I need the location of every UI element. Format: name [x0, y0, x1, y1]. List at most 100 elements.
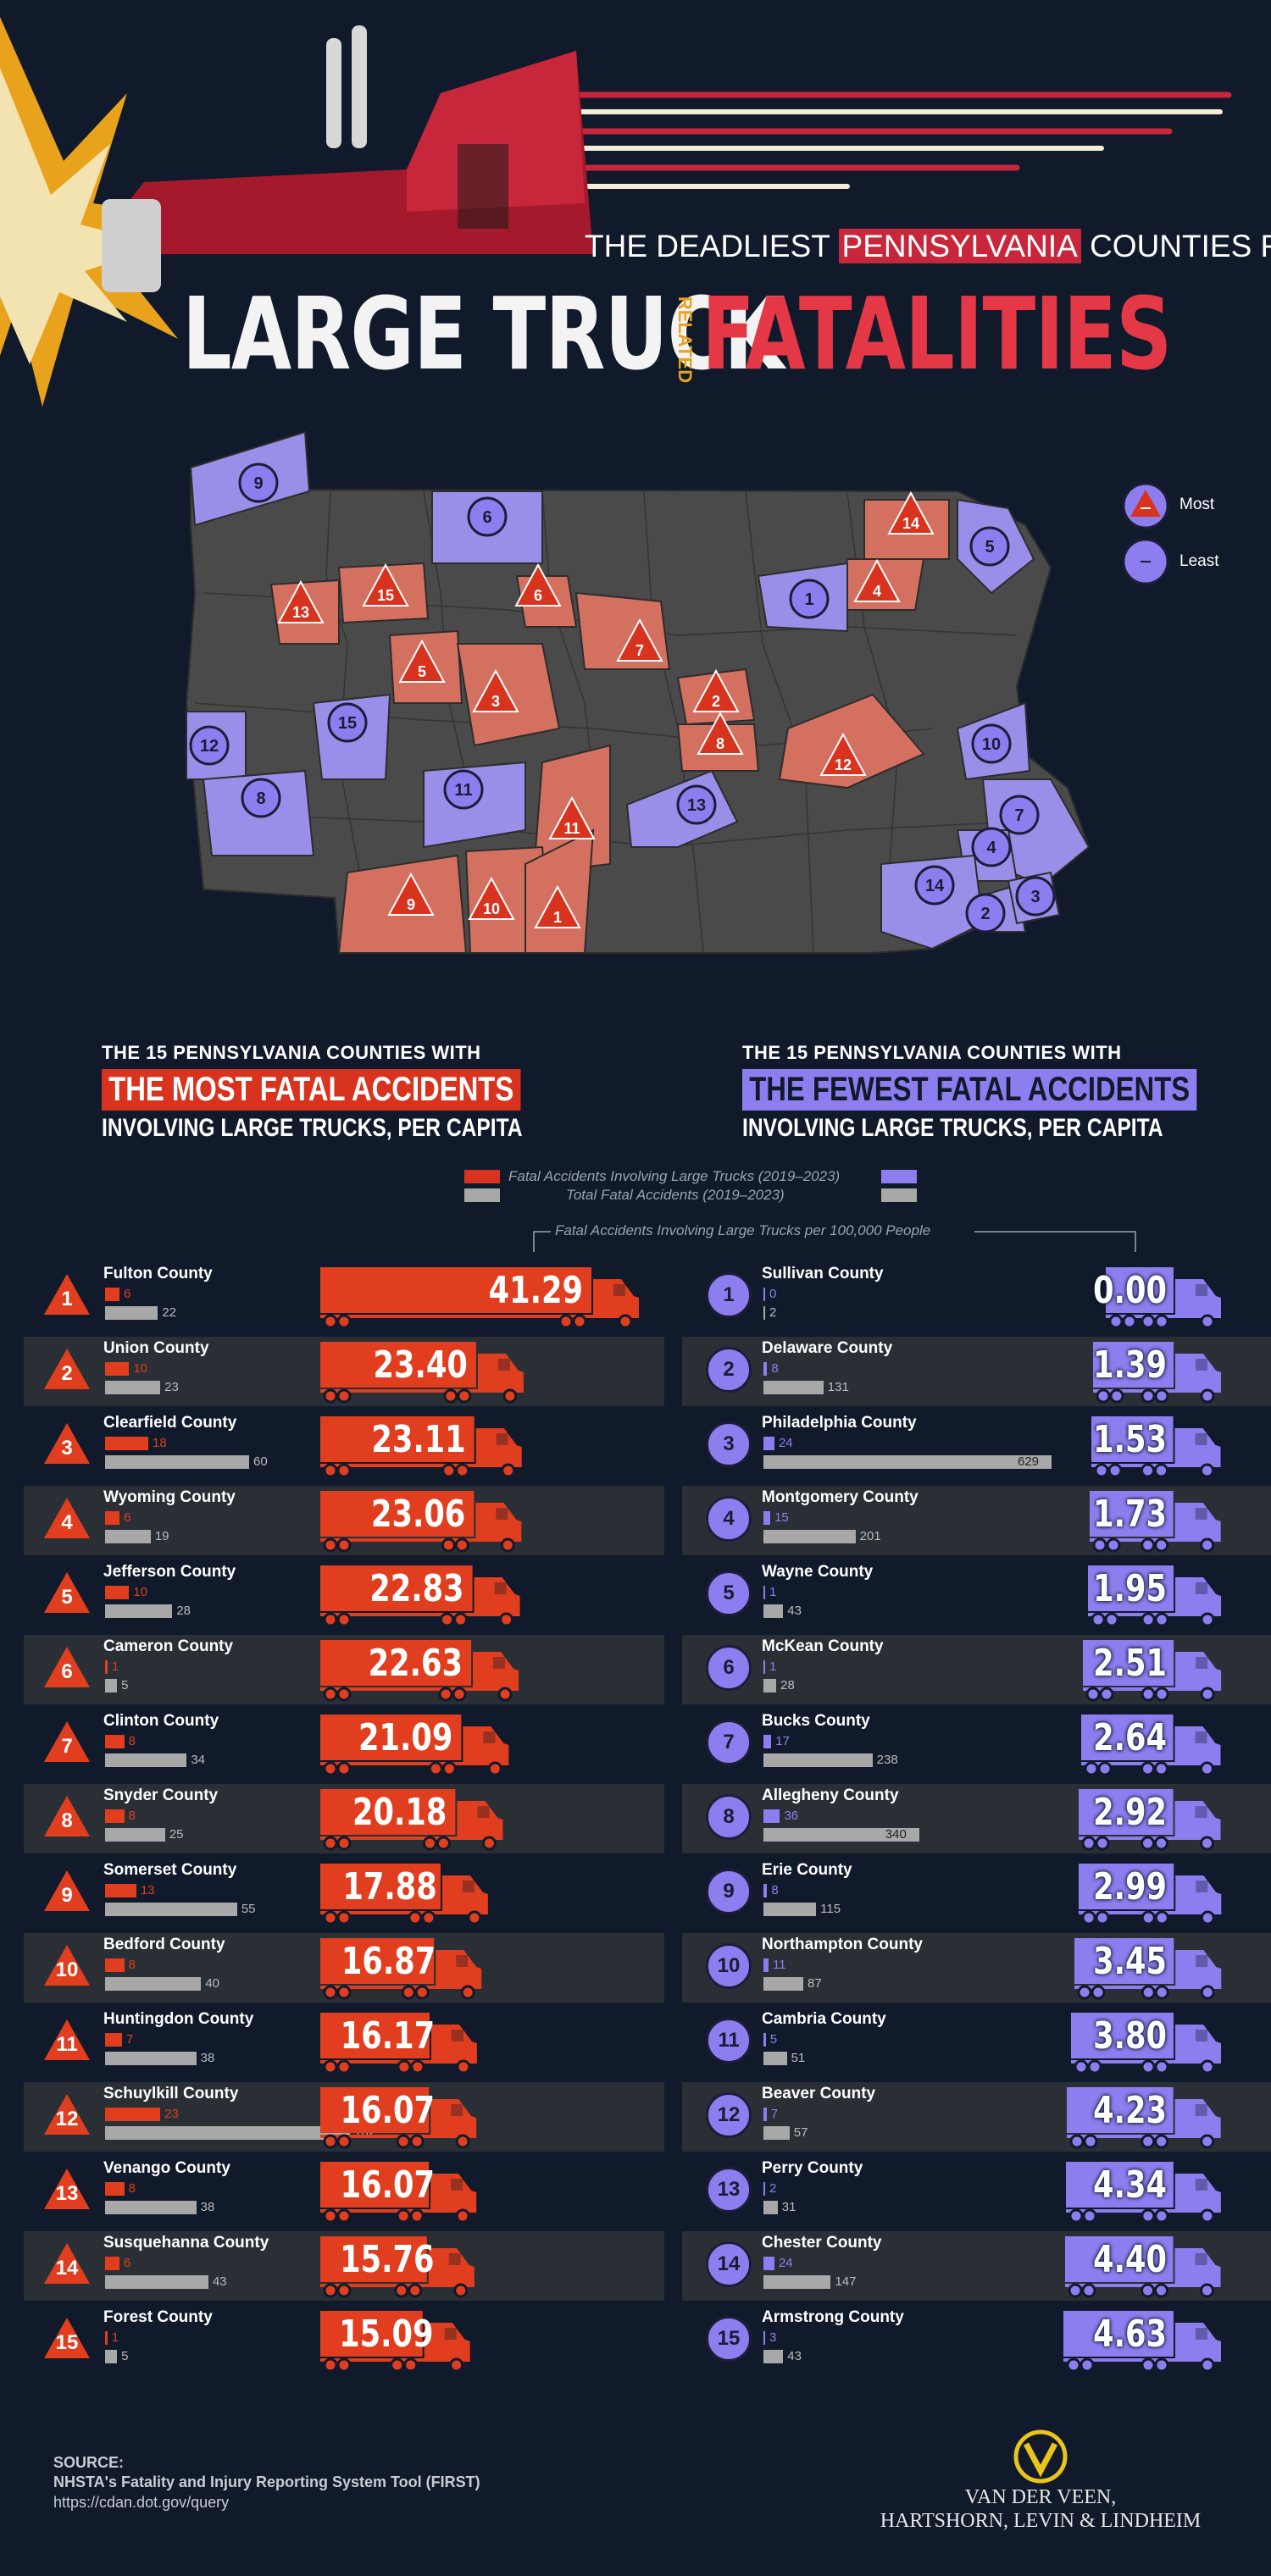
rate-truck — [1092, 1342, 1221, 1404]
rank-number: 14 — [55, 2257, 79, 2280]
fatal-bar — [105, 1511, 119, 1525]
right-section-header: THE 15 PENNSYLVANIA COUNTIES WITH THE FE… — [742, 1042, 1271, 1143]
right-header-line2: THE FEWEST FATAL ACCIDENTS — [742, 1069, 1197, 1111]
fatal-count: 8 — [128, 1958, 136, 1972]
rate-value: 3.80 — [1093, 2014, 1167, 2058]
rate-value: 20.18 — [352, 1791, 447, 1834]
header-line1-pre: THE DEADLIEST — [585, 229, 830, 263]
left-section-header: THE 15 PENNSYLVANIA COUNTIES WITH THE MO… — [102, 1042, 615, 1143]
total-bar — [105, 1679, 118, 1692]
county-name: Cambria County — [762, 2010, 886, 2028]
rank-badge: 9 — [42, 1869, 92, 1913]
rank-badge: 4 — [706, 1496, 752, 1542]
total-count: 43 — [787, 2349, 802, 2363]
fatal-count: 24 — [778, 1436, 793, 1450]
total-bar — [763, 2275, 831, 2289]
fatal-count: 1 — [111, 1659, 119, 1674]
rank-badge: 2 — [42, 1347, 92, 1391]
least-markers: 9 6 5 1 12 15 8 11 13 10 7 4 14 2 3 — [189, 463, 1056, 933]
header-art — [0, 17, 1232, 407]
svg-text:7: 7 — [636, 642, 644, 659]
svg-text:9: 9 — [407, 896, 415, 913]
fatal-count: 23 — [164, 2107, 179, 2121]
svg-text:11: 11 — [563, 820, 580, 837]
rank-badge: 10 — [42, 1943, 92, 1987]
rank-number: 8 — [61, 1809, 73, 1832]
map-legend-most: Most — [1179, 496, 1215, 513]
truck-cab-icon — [102, 25, 593, 292]
fatal-count: 1 — [111, 2330, 119, 2345]
rank-badge: 9 — [706, 1869, 752, 1914]
rate-truck — [1065, 2236, 1221, 2298]
rank-badge: 1 — [42, 1272, 92, 1316]
rate-value: 2.51 — [1093, 1642, 1167, 1685]
total-count: 40 — [205, 1976, 220, 1991]
rate-truck — [320, 1864, 488, 1925]
logo-line1: VAN DER VEEN, — [964, 2486, 1117, 2508]
total-bar — [763, 1604, 784, 1618]
rank-badge: 6 — [706, 1645, 752, 1691]
rate-truck — [1066, 2162, 1221, 2224]
svg-text:4: 4 — [873, 583, 881, 600]
rank-badge: 13 — [42, 2167, 92, 2211]
rate-value: 1.53 — [1093, 1418, 1167, 1461]
rate-truck — [1067, 2087, 1221, 2149]
source-url[interactable]: https://cdan.dot.gov/query — [53, 2494, 230, 2511]
rate-value: 4.63 — [1093, 2313, 1167, 2356]
fatal-bar — [763, 2257, 774, 2270]
legend-total-label: Total Fatal Accidents (2019–2023) — [566, 1187, 785, 1203]
rate-truck — [320, 2236, 475, 2298]
left-header-line3: INVOLVING LARGE TRUCKS, PER CAPITA — [102, 1114, 523, 1142]
total-count: 238 — [876, 1753, 898, 1767]
rank-badge: 4 — [42, 1496, 92, 1540]
county-name: Fulton County — [103, 1265, 213, 1282]
rank-badge: 5 — [42, 1571, 92, 1615]
fatal-count: 17 — [775, 1734, 790, 1748]
header-subtitle: THE DEADLIEST PENNSYLVANIA COUNTIES FOR — [585, 229, 1271, 264]
fatal-bar — [763, 2182, 765, 2196]
pennsylvania-map: 14 4 13 15 6 7 5 3 2 8 12 11 9 10 1 9 6 … — [185, 430, 1169, 954]
rate-truck — [1074, 1938, 1221, 2000]
svg-text:6: 6 — [482, 508, 491, 527]
rank-badge: 15 — [706, 2316, 752, 2362]
rank-badge: 6 — [42, 1645, 92, 1689]
rank-badge: 10 — [706, 1943, 752, 1989]
fatal-bar — [763, 2108, 767, 2121]
total-count: 34 — [191, 1753, 206, 1767]
rate-value: 15.76 — [340, 2238, 435, 2281]
svg-text:12: 12 — [835, 756, 852, 773]
fatal-count: 7 — [770, 2107, 779, 2121]
rate-value: 41.29 — [488, 1269, 583, 1312]
rate-value: 16.87 — [341, 1940, 436, 1983]
total-bar — [105, 1753, 187, 1767]
right-header-line1: THE 15 PENNSYLVANIA COUNTIES WITH — [742, 1042, 1122, 1063]
county-name: Sullivan County — [762, 1265, 884, 1282]
fatal-bar — [763, 2033, 766, 2047]
svg-text:10: 10 — [483, 900, 500, 917]
total-count: 2 — [769, 1305, 777, 1320]
svg-text:8: 8 — [716, 735, 724, 752]
svg-text:11: 11 — [454, 781, 472, 800]
county-name: Cameron County — [103, 1637, 234, 1655]
total-bar — [105, 1306, 158, 1320]
logo-line2: HARTSHORN, LEVIN & LINDHEIM — [880, 2510, 1202, 2532]
rank-badge: 14 — [42, 2241, 92, 2285]
legend-rate-label: Fatal Accidents Involving Large Trucks p… — [555, 1222, 931, 1238]
rank-number: 11 — [56, 2033, 78, 2056]
svg-text:4: 4 — [986, 839, 996, 857]
county-name: Bucks County — [762, 1712, 870, 1730]
fatal-bar — [763, 1362, 768, 1376]
rank-number: 13 — [55, 2182, 79, 2205]
total-bar — [763, 2052, 787, 2065]
county-name: Armstrong County — [762, 2308, 904, 2326]
rate-truck — [320, 1416, 522, 1478]
total-bar — [105, 2126, 350, 2140]
svg-text:5: 5 — [985, 538, 994, 557]
total-count: 22 — [162, 1305, 177, 1320]
total-count: 5 — [121, 2349, 129, 2363]
svg-text:3: 3 — [1030, 888, 1040, 906]
rate-value: 2.92 — [1093, 1791, 1167, 1834]
rate-value: 16.07 — [340, 2089, 435, 2132]
svg-text:14: 14 — [925, 877, 945, 895]
total-count: 131 — [827, 1380, 849, 1394]
